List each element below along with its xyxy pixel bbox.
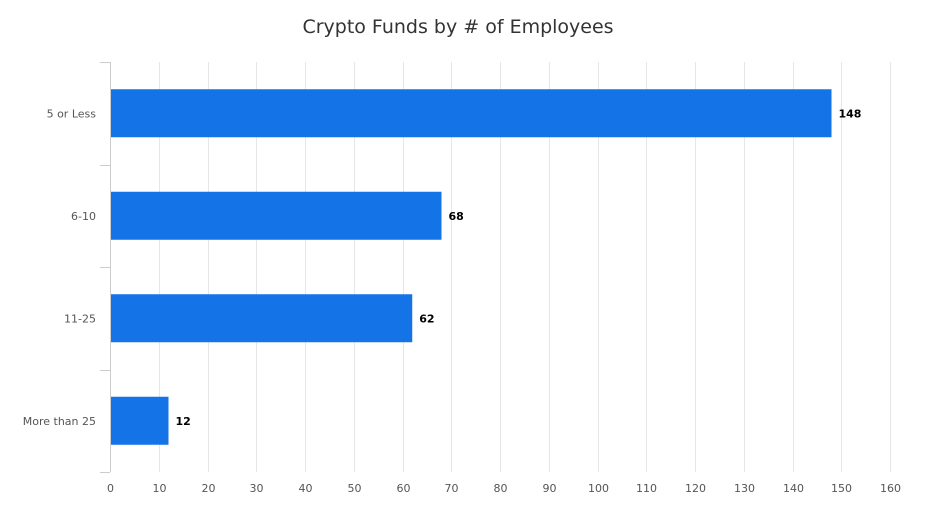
x-tick-label: 100 xyxy=(588,482,609,495)
x-tick-label: 20 xyxy=(202,482,216,495)
category-label: More than 25 xyxy=(23,415,96,428)
category-labels: 5 or Less 6-10 11-25 More than 25 xyxy=(23,107,97,428)
bars xyxy=(111,89,832,445)
category-label: 11-25 xyxy=(64,312,96,325)
x-tick-label: 10 xyxy=(153,482,167,495)
data-labels: 148 68 62 12 xyxy=(176,107,862,428)
bar xyxy=(111,191,442,240)
chart-title: Crypto Funds by # of Employees xyxy=(302,16,613,38)
bar xyxy=(111,396,169,445)
bar xyxy=(111,89,832,138)
axes xyxy=(100,62,111,473)
data-label: 62 xyxy=(419,312,434,325)
x-tick-label: 50 xyxy=(348,482,362,495)
x-tick-label: 90 xyxy=(543,482,557,495)
x-tick-label: 40 xyxy=(299,482,313,495)
data-label: 12 xyxy=(176,415,191,428)
x-tick-label: 150 xyxy=(831,482,852,495)
x-tick-label: 30 xyxy=(250,482,264,495)
category-label: 6-10 xyxy=(71,210,96,223)
x-tick-label: 120 xyxy=(685,482,706,495)
x-tick-label: 110 xyxy=(636,482,657,495)
x-tick-label: 60 xyxy=(397,482,411,495)
x-tick-label: 160 xyxy=(880,482,901,495)
bar xyxy=(111,294,413,343)
x-tick-label: 140 xyxy=(783,482,804,495)
x-tick-label: 80 xyxy=(494,482,508,495)
data-label: 148 xyxy=(839,107,862,120)
data-label: 68 xyxy=(449,210,464,223)
x-tick-label: 130 xyxy=(734,482,755,495)
x-tick-label: 0 xyxy=(107,482,114,495)
x-axis-tick-labels: 0 10 20 30 40 50 60 70 80 90 100 110 120 130 140 150 160 xyxy=(107,482,901,495)
category-label: 5 or Less xyxy=(47,107,97,120)
x-tick-label: 70 xyxy=(445,482,459,495)
